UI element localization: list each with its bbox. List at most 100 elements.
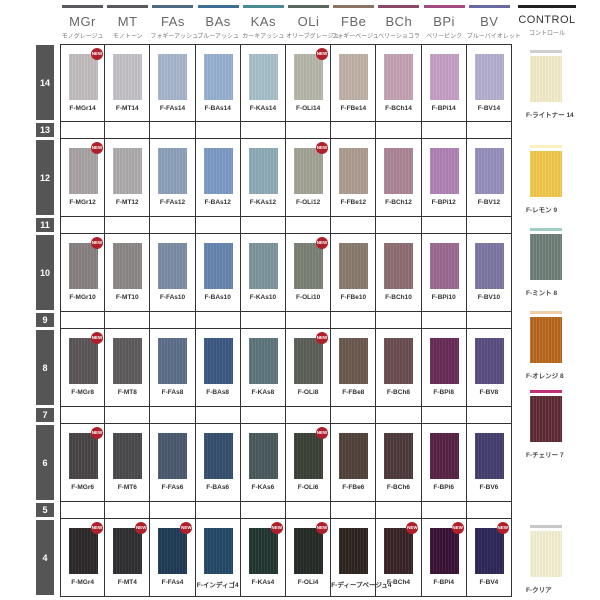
swatch-cell[interactable]: F-OLi12 NEW (286, 138, 332, 217)
swatch-cell[interactable]: F-KAs14 (240, 43, 286, 122)
header-subtitle: ブルーバイオレット (466, 34, 521, 40)
header-color-bar (62, 5, 103, 8)
swatch-cell[interactable]: F-FAs14 (150, 43, 196, 122)
swatch-cell[interactable]: F-BAs12 (195, 138, 241, 217)
header-subtitle: オリーブグレージュ (286, 34, 340, 40)
empty-cell (105, 406, 151, 424)
level-label: 9 (36, 313, 54, 327)
swatch-label: F-BCh12 (385, 198, 412, 206)
swatch-cell[interactable]: F-BCh4 NEW (376, 518, 422, 597)
swatch-cell[interactable]: F-BAs14 (195, 43, 241, 122)
empty-cell (150, 501, 196, 519)
swatch-cell[interactable]: F-FAs8 (150, 328, 196, 407)
header-subtitle: カーキアッシュ (242, 34, 285, 40)
swatch-cell[interactable]: F-BV8 (466, 328, 512, 407)
swatch-cell[interactable]: F-BPi12 (421, 138, 467, 217)
control-swatch (530, 531, 562, 577)
control-item[interactable]: F-クリア (526, 525, 562, 594)
swatch-label: F-KAs6 (251, 483, 275, 491)
swatch-cell[interactable]: F-FAs10 (150, 233, 196, 312)
control-swatch (530, 56, 562, 102)
swatch-cell[interactable]: F-ディープベージュ4 (331, 518, 392, 597)
control-item[interactable]: F-チェリー 7 (526, 390, 564, 459)
swatch-cell[interactable]: F-BV10 (466, 233, 512, 312)
swatch-cell[interactable]: F-BAs10 (195, 233, 241, 312)
swatch-cell[interactable]: F-BAs8 (195, 328, 241, 407)
control-label: F-ミント 8 (526, 290, 558, 297)
color-swatch (69, 432, 98, 479)
swatch-cell[interactable]: F-MT12 (105, 138, 151, 217)
swatch-cell[interactable]: F-KAs4 NEW (240, 518, 286, 597)
swatch-cell[interactable]: F-OLi6 NEW (286, 423, 332, 502)
swatch-cell[interactable]: F-MT6 (105, 423, 151, 502)
swatch-cell[interactable]: F-FAs4 NEW (150, 518, 196, 597)
swatch-cell[interactable]: F-BV14 (466, 43, 512, 122)
swatch-cell[interactable]: F-MT8 (105, 328, 151, 407)
swatch-cell[interactable]: F-BCh8 (376, 328, 422, 407)
swatch-cell[interactable]: F-MGr8 NEW (60, 328, 106, 407)
empty-cell (105, 311, 151, 329)
swatch-label: F-MGr10 (69, 293, 96, 301)
swatch-cell[interactable]: F-KAs10 (240, 233, 286, 312)
swatch-cell[interactable]: F-MGr10 NEW (60, 233, 106, 312)
color-swatch (158, 337, 188, 384)
swatch-cell[interactable]: F-BCh12 (376, 138, 422, 217)
swatch-cell[interactable]: F-FBe6 (331, 423, 377, 502)
control-item[interactable]: F-ライトナー 14 (526, 50, 574, 119)
swatch-cell[interactable]: F-BV6 (466, 423, 512, 502)
swatch-cell[interactable]: F-FBe10 (331, 233, 377, 312)
empty-cell (286, 121, 332, 139)
swatch-cell[interactable]: F-MGr6 NEW (60, 423, 106, 502)
swatch-cell[interactable]: F-BCh10 (376, 233, 422, 312)
swatch-cell[interactable]: F-FBe12 (331, 138, 377, 217)
swatch-cell[interactable]: F-BAs6 (195, 423, 241, 502)
swatch-cell[interactable]: F-BPi4 NEW (421, 518, 467, 597)
swatch-label: F-FBe14 (340, 104, 367, 112)
header-color-bar (152, 5, 194, 8)
empty-cell (195, 501, 241, 519)
empty-cell (331, 406, 377, 424)
swatch-cell[interactable]: F-BPi6 (421, 423, 467, 502)
swatch-cell[interactable]: F-OLi10 NEW (286, 233, 332, 312)
swatch-cell[interactable]: F-MT10 (105, 233, 151, 312)
swatch-cell[interactable]: F-OLi8 NEW (286, 328, 332, 407)
swatch-label: F-BAs14 (204, 104, 231, 112)
control-item[interactable]: F-オレンジ 8 (526, 311, 564, 380)
swatch-cell[interactable]: F-OLi14 NEW (286, 43, 332, 122)
swatch-cell[interactable]: F-MGr14 NEW (60, 43, 106, 122)
swatch-cell[interactable]: F-FBe8 (331, 328, 377, 407)
swatch-cell[interactable]: F-BV12 (466, 138, 512, 217)
swatch-cell[interactable]: F-OLi4 NEW (286, 518, 332, 597)
empty-cell (466, 406, 512, 424)
swatch-label: F-BCh4 (386, 578, 411, 586)
swatch-cell[interactable]: F-BPi14 (421, 43, 467, 122)
swatch-cell[interactable]: F-BPi10 (421, 233, 467, 312)
swatch-cell[interactable]: F-FAs6 (150, 423, 196, 502)
color-swatch (384, 53, 414, 100)
swatch-label: F-MT4 (117, 578, 137, 586)
swatch-cell[interactable]: F-BV4 NEW (466, 518, 512, 597)
swatch-cell[interactable]: F-FAs12 (150, 138, 196, 217)
swatch-cell[interactable]: F-MGr12 NEW (60, 138, 106, 217)
swatch-cell[interactable]: F-KAs6 (240, 423, 286, 502)
swatch-cell[interactable]: F-KAs8 (240, 328, 286, 407)
swatch-cell[interactable]: F-MT4 NEW (105, 518, 151, 597)
swatch-label: F-BPi10 (431, 293, 456, 301)
swatch-cell[interactable]: F-BCh6 (376, 423, 422, 502)
new-badge: NEW (91, 141, 103, 154)
swatch-cell[interactable]: F-KAs12 (240, 138, 286, 217)
swatch-label: F-MGr12 (69, 198, 96, 206)
swatch-cell[interactable]: F-MGr4 NEW (60, 518, 106, 597)
swatch-label: F-BPi12 (431, 198, 456, 206)
control-item[interactable]: F-ミント 8 (526, 228, 562, 297)
control-color-bar (530, 228, 562, 231)
swatch-cell[interactable]: F-FBe14 (331, 43, 377, 122)
swatch-cell[interactable]: F-BPi8 (421, 328, 467, 407)
control-color-bar (530, 525, 562, 528)
swatch-cell[interactable]: F-MT14 (105, 43, 151, 122)
color-swatch (474, 242, 504, 289)
swatch-label: F-FBe10 (340, 293, 367, 301)
control-item[interactable]: F-レモン 9 (526, 145, 562, 214)
swatch-cell[interactable]: F-BCh14 (376, 43, 422, 122)
swatch-cell[interactable]: F-インディゴ4 (195, 518, 241, 597)
